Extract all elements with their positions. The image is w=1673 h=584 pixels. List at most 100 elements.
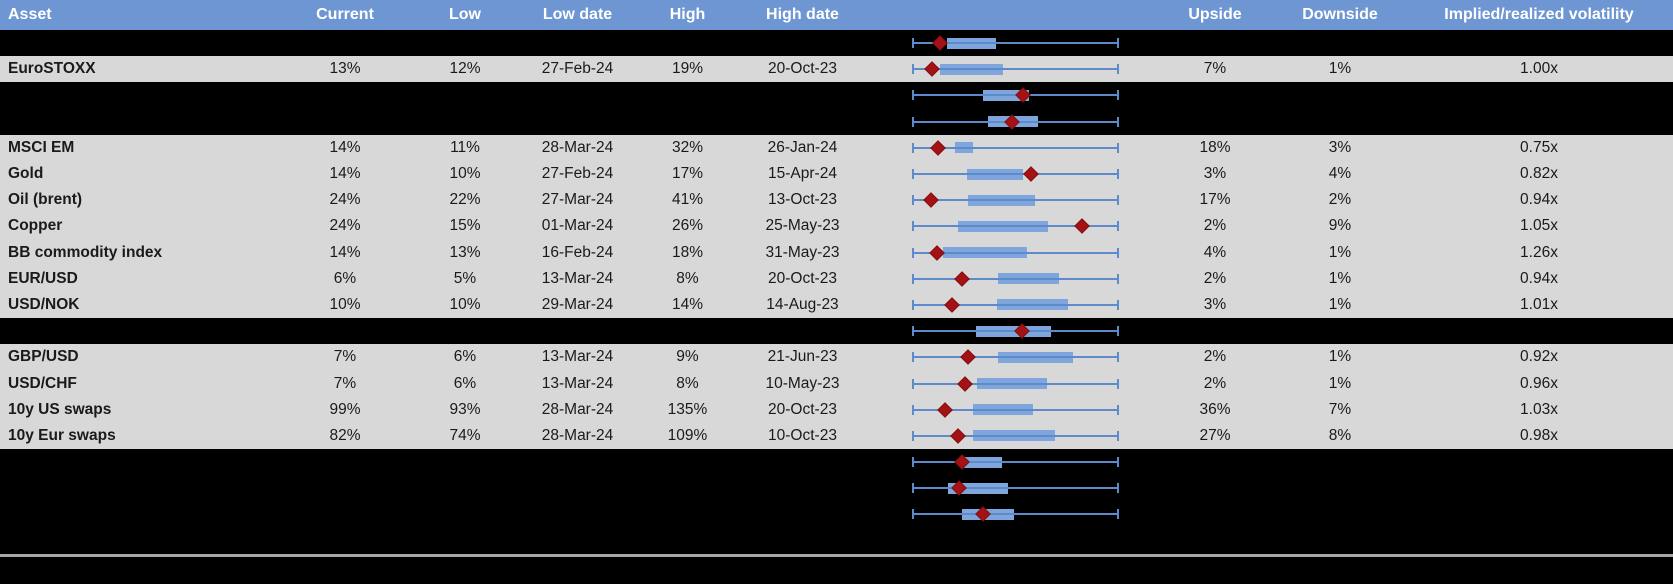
cell-high: 18%	[671, 243, 704, 261]
whisker-right-cap	[1117, 169, 1119, 180]
whisker-right-cap	[1117, 326, 1119, 337]
cell-downside: 1%	[1328, 374, 1352, 392]
whisker-left-cap	[912, 195, 914, 206]
cell-plot	[875, 161, 1155, 187]
cell-asset: 10y US swaps	[8, 400, 112, 418]
cell-upside: 36%	[1199, 400, 1231, 418]
cell-high: 17%	[671, 165, 704, 183]
table-row: Copper 24% 15% 01-Mar-24 26% 25-May-23 2% 9% 1.0…	[0, 213, 1673, 240]
cell-upside: 2%	[1203, 374, 1227, 392]
spacer-row	[0, 318, 1673, 345]
cell-low-date	[510, 82, 645, 108]
cell-low-date: 27-Feb-24	[541, 60, 614, 78]
whisker-right-cap	[1117, 378, 1119, 389]
column-header-high-date: High date	[766, 6, 839, 23]
cell-high: 26%	[671, 217, 704, 235]
cell-high: 135%	[667, 400, 708, 418]
cell-high-date	[730, 449, 875, 475]
cell-low-date	[510, 475, 645, 501]
current-diamond-marker	[923, 61, 940, 78]
table-row: EuroSTOXX 13% 12% 27-Feb-24 19% 20-Oct-23 7% 1%…	[0, 56, 1673, 83]
whisker-left-cap	[912, 221, 914, 232]
spacer-row	[0, 108, 1673, 135]
range-whisker-line	[913, 146, 1118, 149]
cell-upside	[1155, 318, 1275, 344]
whisker-right-cap	[1117, 38, 1119, 49]
range-box-plot	[912, 266, 1119, 292]
column-header-implied-realized-volatility: Implied/realized volatility	[1444, 6, 1634, 23]
cell-downside	[1275, 318, 1405, 344]
cell-low: 5%	[453, 269, 477, 287]
whisker-right-cap	[1117, 404, 1119, 415]
cell-plot	[875, 475, 1155, 501]
cell-low: 10%	[449, 165, 481, 183]
cell-downside: 2%	[1328, 191, 1352, 209]
cell-asset: Gold	[8, 165, 44, 183]
bottom-divider-line	[0, 553, 1673, 557]
cell-high	[645, 475, 730, 501]
cell-current	[270, 109, 420, 135]
cell-upside	[1155, 501, 1275, 527]
cell-implied-realized	[1405, 528, 1673, 554]
cell-implied-realized	[1405, 30, 1673, 56]
whisker-left-cap	[912, 378, 914, 389]
cell-current: 6%	[333, 269, 357, 287]
range-whisker-line	[913, 303, 1118, 306]
cell-high: 14%	[671, 295, 704, 313]
whisker-left-cap	[912, 352, 914, 363]
spacer-row	[0, 449, 1673, 476]
cell-low-date	[510, 30, 645, 56]
cell-high: 8%	[676, 269, 699, 287]
cell-asset: BB commodity index	[8, 243, 163, 261]
cell-current	[270, 475, 420, 501]
cell-plot	[875, 213, 1155, 239]
cell-low-date: 01-Mar-24	[541, 217, 614, 235]
range-box-plot	[912, 213, 1119, 239]
cell-low-date: 28-Mar-24	[541, 400, 614, 418]
whisker-right-cap	[1117, 457, 1119, 468]
whisker-left-cap	[912, 457, 914, 468]
cell-plot	[875, 318, 1155, 344]
current-diamond-marker	[1073, 218, 1090, 235]
cell-plot	[875, 397, 1155, 423]
table-row: USD/NOK 10% 10% 29-Mar-24 14% 14-Aug-23 3% 1% 1.…	[0, 291, 1673, 319]
cell-low-date: 28-Mar-24	[541, 426, 614, 444]
cell-high-date: 31-May-23	[765, 243, 840, 261]
range-whisker-line	[913, 382, 1118, 385]
cell-upside	[1155, 475, 1275, 501]
current-diamond-marker	[932, 35, 948, 51]
whisker-right-cap	[1117, 142, 1119, 153]
cell-high: 32%	[671, 138, 704, 156]
spacer-row	[0, 475, 1673, 502]
cell-plot	[875, 240, 1155, 266]
range-whisker-line	[913, 251, 1118, 254]
cell-upside	[1155, 109, 1275, 135]
cell-downside: 8%	[1328, 426, 1352, 444]
whisker-left-cap	[912, 326, 914, 337]
range-box-plot	[912, 423, 1119, 449]
cell-downside: 1%	[1328, 348, 1352, 366]
cell-downside	[1275, 528, 1405, 554]
table-header-row: Asset Current Low Low date High High dat…	[0, 0, 1673, 30]
cell-downside: 4%	[1328, 165, 1352, 183]
cell-upside	[1155, 82, 1275, 108]
cell-high-date: 10-May-23	[765, 374, 840, 392]
cell-high-date: 20-Oct-23	[768, 60, 837, 78]
cell-high-date	[730, 109, 875, 135]
table-row: EUR/USD 6% 5% 13-Mar-24 8% 20-Oct-23 2% 1% 0.94x	[0, 265, 1673, 292]
cell-low-date: 27-Mar-24	[541, 191, 614, 209]
range-box-plot	[912, 397, 1119, 423]
column-header-downside: Downside	[1302, 6, 1378, 23]
range-box-plot	[912, 187, 1119, 213]
column-header-high: High	[669, 6, 706, 23]
range-whisker-line	[913, 68, 1118, 71]
range-box-plot	[912, 240, 1119, 266]
cell-upside: 2%	[1203, 269, 1227, 287]
cell-current	[270, 501, 420, 527]
cell-low	[420, 475, 510, 501]
cell-low-date	[510, 318, 645, 344]
table-row: BB commodity index 14% 13% 16-Feb-24 18% 31-M…	[0, 239, 1673, 266]
whisker-left-cap	[912, 64, 914, 75]
range-box-plot	[912, 475, 1119, 501]
